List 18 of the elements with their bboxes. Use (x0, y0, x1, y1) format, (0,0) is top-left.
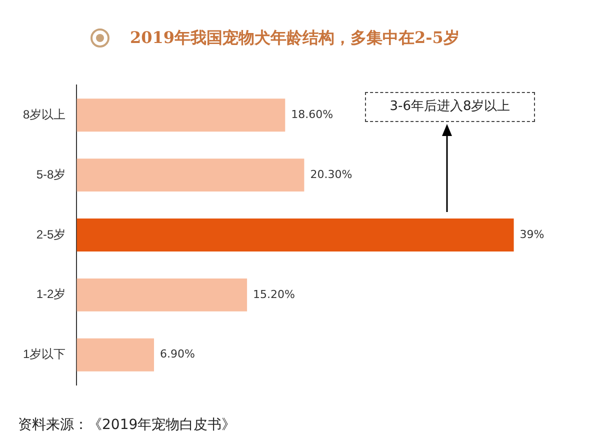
y-tick-label: 1-2岁 (36, 287, 66, 302)
y-tick-label: 5-8岁 (36, 167, 66, 182)
bar (76, 158, 304, 192)
chart-title: 2019年我国宠物犬年龄结构，多集中在2-5岁 (130, 28, 460, 49)
data-label: 6.90% (160, 348, 195, 361)
data-label: 20.30% (310, 168, 352, 181)
data-label: 18.60% (291, 108, 334, 122)
bar (76, 338, 154, 372)
y-tick-label: 2-5岁 (36, 227, 66, 242)
data-label: 15.20% (253, 288, 295, 301)
data-label: 39% (520, 228, 544, 241)
text: 资料来源：《2019年宠物白皮书》 (18, 416, 236, 434)
bar (76, 218, 514, 252)
bar (76, 98, 286, 132)
bar (76, 278, 248, 312)
y-tick-label: 1岁以下 (22, 347, 66, 362)
annotation: 3-6年后进入8岁以上 (365, 92, 535, 122)
y-tick-label: 8岁以上 (22, 107, 66, 122)
